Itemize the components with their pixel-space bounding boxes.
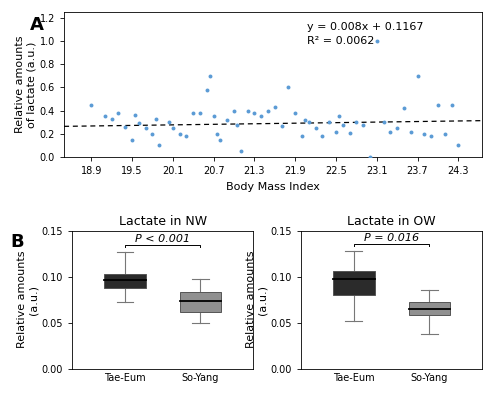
Point <box>237 148 244 154</box>
Point <box>312 125 319 131</box>
Point <box>278 122 285 129</box>
Point <box>305 119 313 126</box>
Point <box>318 133 326 139</box>
Point <box>325 119 333 126</box>
Point <box>441 130 449 137</box>
Point <box>434 102 442 108</box>
Point <box>407 128 414 135</box>
Point <box>387 128 394 135</box>
Point <box>298 133 306 139</box>
Text: P = 0.016: P = 0.016 <box>364 233 419 243</box>
Point <box>189 110 197 116</box>
Point <box>332 128 340 135</box>
Title: Lactate in NW: Lactate in NW <box>118 215 206 228</box>
Bar <box>104 274 146 288</box>
Point <box>203 87 211 93</box>
Point <box>420 130 428 137</box>
Point <box>234 122 242 128</box>
Point <box>336 113 343 120</box>
Y-axis label: Relative amounts
(a.u.): Relative amounts (a.u.) <box>246 251 268 348</box>
Point <box>244 107 251 114</box>
Bar <box>180 292 221 312</box>
Point <box>142 125 150 131</box>
Point <box>271 104 279 111</box>
Bar <box>333 271 375 295</box>
Point <box>206 72 214 79</box>
Point <box>213 130 221 137</box>
Point <box>257 113 265 120</box>
Text: y = 0.008x + 0.1167
R² = 0.0062: y = 0.008x + 0.1167 R² = 0.0062 <box>306 22 423 46</box>
Point <box>353 119 360 126</box>
Y-axis label: Relative amounts
(a.u.): Relative amounts (a.u.) <box>17 251 38 348</box>
Point <box>230 107 238 114</box>
Point <box>217 136 225 143</box>
Bar <box>409 302 450 315</box>
Point <box>373 38 381 45</box>
Point <box>155 142 163 149</box>
Point <box>196 110 204 116</box>
Y-axis label: Relative amounts
of lactate (a.u.): Relative amounts of lactate (a.u.) <box>15 36 37 133</box>
Point <box>400 105 408 112</box>
Point <box>131 112 139 119</box>
Point <box>291 110 299 116</box>
Point <box>128 136 136 143</box>
Point <box>448 102 455 108</box>
Point <box>250 110 258 116</box>
Point <box>183 133 190 139</box>
Point <box>393 125 401 131</box>
Point <box>114 110 122 116</box>
Point <box>176 130 184 137</box>
Point <box>152 115 160 122</box>
Point <box>301 117 309 123</box>
Point <box>87 102 95 108</box>
Point <box>427 133 435 139</box>
Point <box>346 130 354 136</box>
Point <box>359 122 367 128</box>
Text: P < 0.001: P < 0.001 <box>135 234 190 244</box>
Text: A: A <box>30 17 44 34</box>
X-axis label: Body Mass Index: Body Mass Index <box>226 181 320 192</box>
Point <box>413 72 421 79</box>
Text: B: B <box>10 233 24 252</box>
Point <box>149 130 156 137</box>
Point <box>121 124 129 130</box>
Point <box>166 119 173 126</box>
Point <box>108 115 115 122</box>
Point <box>366 154 374 160</box>
Point <box>284 84 292 91</box>
Point <box>169 125 177 131</box>
Point <box>210 113 218 120</box>
Point <box>101 113 109 120</box>
Point <box>454 142 462 149</box>
Point <box>380 119 388 126</box>
Point <box>264 107 272 114</box>
Point <box>224 117 231 123</box>
Title: Lactate in OW: Lactate in OW <box>347 215 436 228</box>
Point <box>135 120 143 127</box>
Point <box>339 122 347 128</box>
